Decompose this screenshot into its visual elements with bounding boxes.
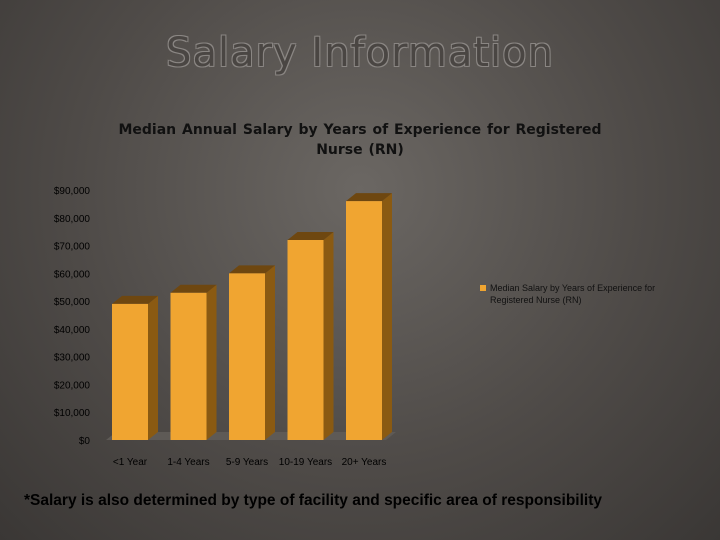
x-tick-label: 5-9 Years <box>226 457 268 468</box>
bar-side <box>382 193 392 440</box>
legend: Median Salary by Years of Experience for… <box>480 283 655 305</box>
y-tick-label: $60,000 <box>54 269 91 280</box>
bar <box>346 193 392 440</box>
y-tick-label: $10,000 <box>54 408 91 419</box>
bars <box>112 193 392 440</box>
chart-title: Median Annual Salary by Years of Experie… <box>118 122 602 158</box>
bar-front <box>287 240 324 440</box>
bar-front <box>112 303 148 440</box>
bar-side <box>148 295 158 440</box>
x-tick-label: 20+ Years <box>342 457 387 468</box>
bar-front <box>170 292 207 440</box>
y-tick-label: $50,000 <box>54 297 91 308</box>
legend-label-line1: Median Salary by Years of Experience for <box>490 283 655 293</box>
bar <box>229 265 275 440</box>
bar <box>170 284 217 440</box>
y-tick-label: $40,000 <box>54 325 91 336</box>
legend-label-line2: Registered Nurse (RN) <box>490 295 582 305</box>
bar <box>112 295 158 440</box>
bar-top <box>112 295 158 304</box>
bar-top <box>170 284 217 293</box>
legend-swatch <box>480 285 486 291</box>
bar-side <box>323 232 334 440</box>
bar-front <box>346 201 382 440</box>
y-tick-label: $80,000 <box>54 214 91 225</box>
bar-top <box>229 265 275 274</box>
y-tick-label: $70,000 <box>54 242 91 253</box>
bar-front <box>229 273 265 440</box>
x-axis-ticks: <1 Year 1-4 Years 5-9 Years 10-19 Years 20+ … <box>113 457 386 468</box>
x-tick-label: 1-4 Years <box>167 457 209 468</box>
slide-title: Salary Information <box>166 30 554 76</box>
bar-side <box>265 265 275 440</box>
x-tick-label: 10-19 Years <box>279 457 332 468</box>
bar-top <box>346 193 392 202</box>
y-axis-ticks: $0 $10,000 $20,000 $30,000 $40,000 $50,000 $60… <box>54 186 91 447</box>
x-tick-label: <1 Year <box>113 457 148 468</box>
y-tick-label: $90,000 <box>54 186 91 197</box>
y-tick-label: $0 <box>79 436 91 447</box>
y-tick-label: $30,000 <box>54 353 91 364</box>
bar-top <box>287 232 334 240</box>
bar-side <box>206 284 217 440</box>
y-tick-label: $20,000 <box>54 380 91 391</box>
footnote: *Salary is also determined by type of fa… <box>24 492 603 509</box>
bar <box>287 232 334 440</box>
